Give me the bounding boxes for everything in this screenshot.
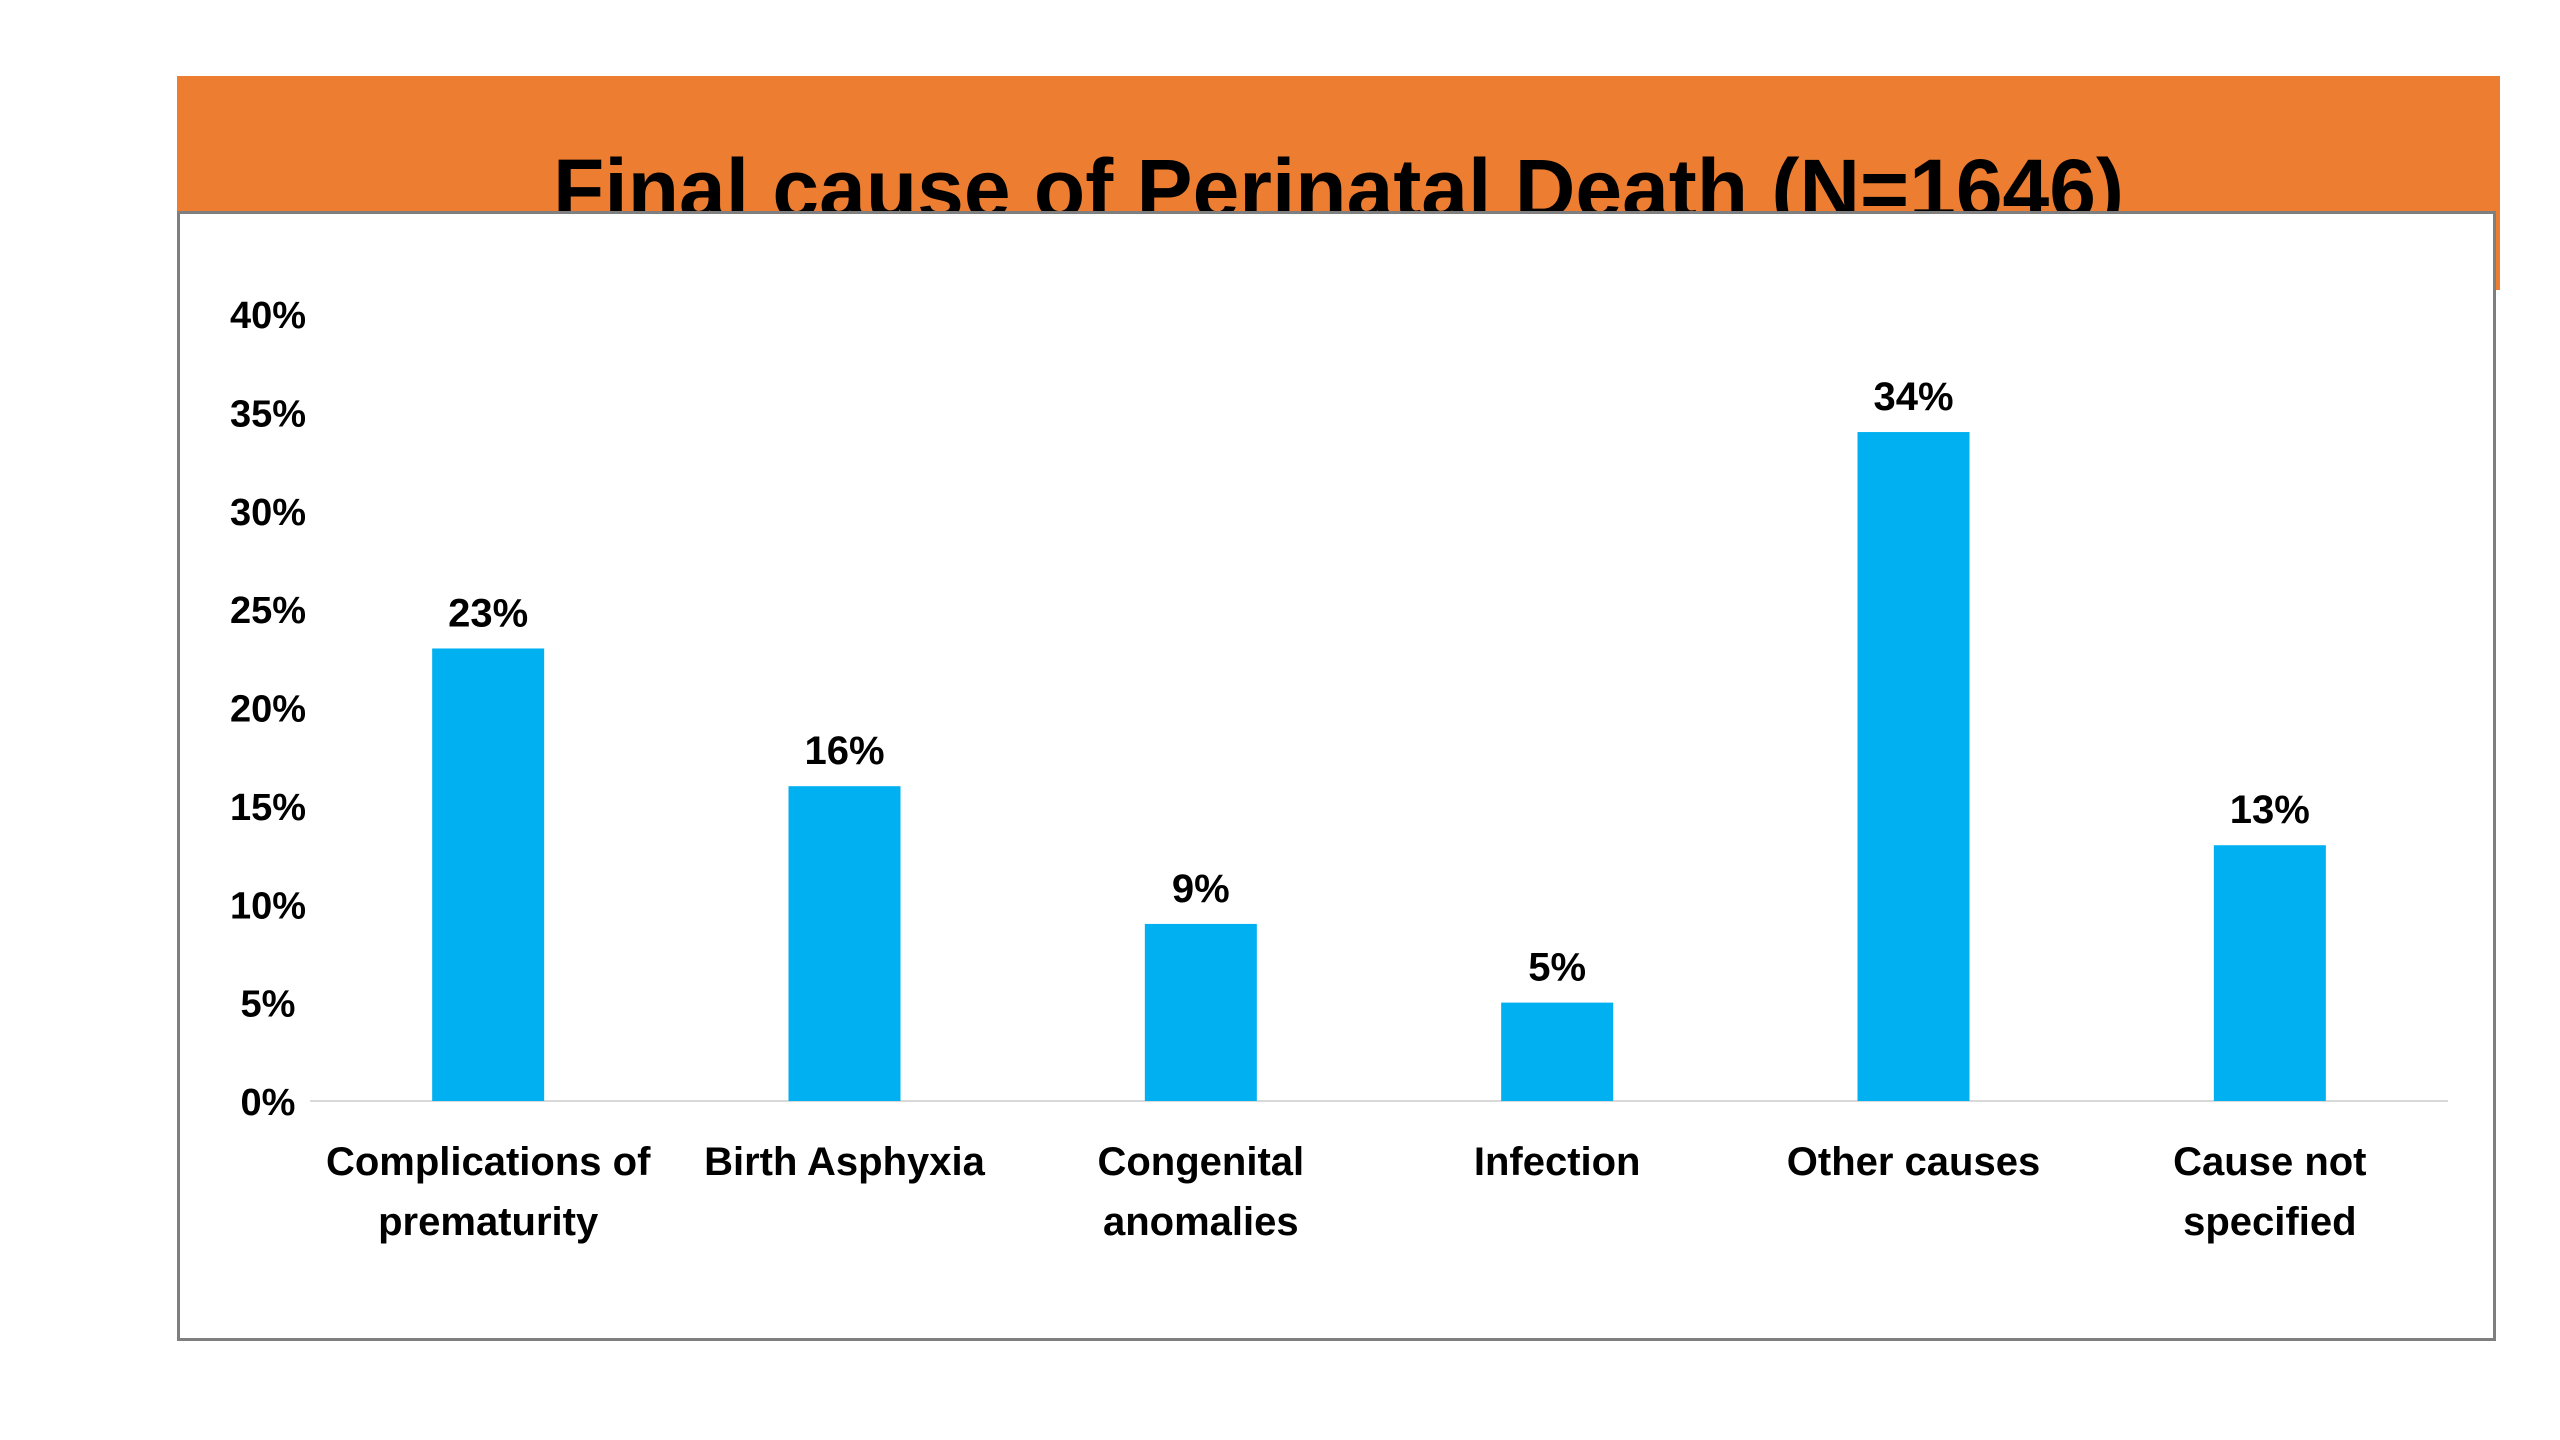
chart-area: 0% 5% 10% 15% 20% 25% 30% 35% 40% 23% Complication… — [177, 211, 2496, 1341]
y-tick-label: 15% — [230, 787, 306, 829]
x-category-label: Other causes — [1787, 1140, 2040, 1184]
data-label: 34% — [1873, 375, 1953, 419]
y-tick-label: 0% — [241, 1082, 296, 1124]
y-tick-label: 20% — [230, 689, 306, 731]
x-category-label: Cause not — [2173, 1140, 2366, 1184]
x-category-label: anomalies — [1103, 1200, 1299, 1244]
data-label: 16% — [804, 729, 884, 773]
data-label: 5% — [1528, 946, 1586, 990]
x-category-label: prematurity — [378, 1200, 599, 1244]
bar — [1857, 432, 1970, 1101]
bar — [788, 786, 901, 1101]
y-tick-label: 30% — [230, 492, 306, 534]
y-tick-label: 25% — [230, 590, 306, 632]
x-category-label: Birth Asphyxia — [704, 1140, 986, 1184]
y-tick-label: 40% — [230, 295, 306, 337]
bar-chart: 0% 5% 10% 15% 20% 25% 30% 35% 40% 23% Complication… — [230, 295, 2448, 1244]
bar — [2213, 845, 2326, 1101]
data-label: 9% — [1172, 867, 1230, 911]
bar — [432, 648, 545, 1101]
x-category-label: specified — [2183, 1200, 2356, 1244]
y-tick-label: 10% — [230, 885, 306, 927]
bar — [1501, 1002, 1614, 1101]
x-category-label: Complications of — [326, 1140, 651, 1184]
bar — [1144, 923, 1257, 1101]
y-tick-label: 5% — [241, 984, 296, 1026]
data-label: 23% — [448, 591, 528, 635]
x-category-label: Infection — [1474, 1140, 1641, 1184]
y-tick-label: 35% — [230, 393, 306, 435]
data-label: 13% — [2230, 788, 2310, 832]
x-category-label: Congenital — [1097, 1140, 1304, 1184]
